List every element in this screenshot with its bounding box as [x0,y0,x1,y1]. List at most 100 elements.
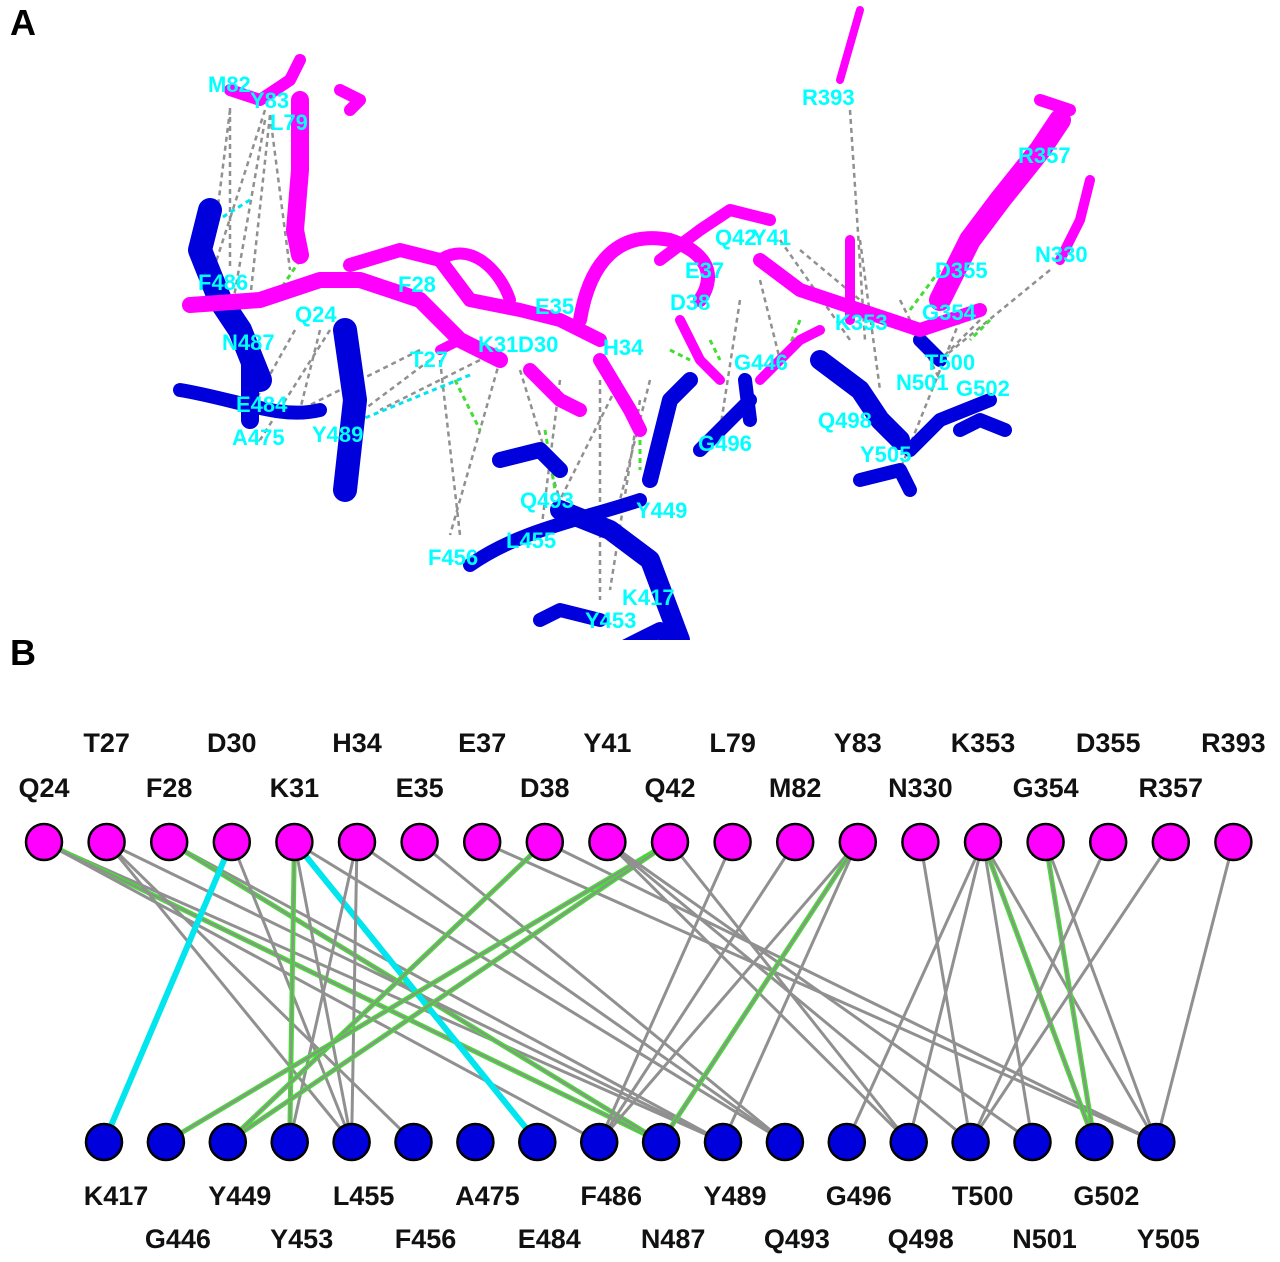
edge-e35-q493 [418,840,786,1144]
node-label-y449: Y449 [208,1181,271,1211]
edge-y83-y489 [721,841,860,1143]
node-label-l79: L79 [709,728,756,758]
structure-label-y449: Y449 [636,498,687,523]
node-label-n501: N501 [1012,1224,1077,1254]
edge-d30-k417-salt [101,840,235,1144]
node-f486 [579,1122,619,1162]
node-label-g502: G502 [1073,1181,1139,1211]
node-n501 [1013,1122,1052,1162]
spike-structure [173,198,1012,640]
node-k31 [275,822,314,862]
spike-node-labels: K417 Y449 L455 A475 F486 Y489 G496 T500 G502 G446… [84,1181,1200,1254]
structure-label-g502: G502 [956,376,1010,401]
node-f456 [394,1122,433,1162]
structure-label-d38: D38 [670,290,710,315]
edge-r357-t500 [969,841,1173,1143]
node-g496 [827,1122,867,1162]
node-label-k417: K417 [84,1181,149,1211]
structure-label-q493: Q493 [520,488,574,513]
node-label-k31: K31 [270,773,320,803]
node-e484 [518,1122,557,1162]
node-label-k353: K353 [951,728,1016,758]
structure-label-d30: D30 [518,332,558,357]
node-q24 [24,822,64,862]
node-label-q24: Q24 [18,773,69,803]
edge-y83-f486 [598,841,859,1143]
node-label-d38: D38 [520,773,570,803]
structure-label-q498: Q498 [818,408,872,433]
structure-label-k31: K31 [478,332,518,357]
node-q493 [765,1122,805,1162]
ace2-structure [182,6,1095,437]
node-label-q493: Q493 [764,1224,830,1254]
structure-label-f456: F456 [428,545,478,570]
node-k353 [963,822,1003,862]
node-e35 [400,822,439,862]
structure-label-e35: E35 [535,294,574,319]
node-label-y489: Y489 [703,1181,766,1211]
structure-label-h34: H34 [603,335,644,360]
node-label-t27: T27 [83,728,130,758]
structure-label-g496: G496 [698,431,752,456]
node-label-t500: T500 [952,1181,1014,1211]
interaction-network: T27 D30 H34 E37 Y41 L79 Y83 K353 D355 R393 Q24 F28 K… [18,728,1265,1254]
node-f28 [149,822,189,862]
node-m82 [775,822,815,862]
structure-label-a475: A475 [232,425,285,450]
edge-h34-q493 [356,840,786,1144]
structure-label-q42: Q42 [715,225,757,250]
edge-k31-y453-core [288,841,296,1143]
node-n330 [901,822,940,862]
node-label-y41: Y41 [583,728,631,758]
structure-label-t27: T27 [410,347,448,372]
structure-label-r393: R393 [802,85,855,110]
node-e37 [462,822,502,862]
node-y505 [1137,1122,1176,1162]
edge-q42-y449-core [227,841,671,1143]
edge-d355-t500 [969,841,1110,1143]
node-r357 [1151,822,1191,862]
node-k417 [84,1122,124,1162]
structure-label-l455: L455 [506,528,556,553]
edge-d38-y505 [544,840,1157,1144]
node-label-h34: H34 [332,728,382,758]
node-label-g354: G354 [1013,773,1079,803]
node-label-e484: E484 [518,1224,581,1254]
ace2-node-labels: T27 D30 H34 E37 Y41 L79 Y83 K353 D355 R393 Q24 F28 K… [18,728,1265,803]
structure-label-n501: N501 [896,370,949,395]
node-label-f28: F28 [146,773,193,803]
node-y449 [208,1122,248,1162]
node-l79 [713,822,752,862]
node-label-y83: Y83 [834,728,882,758]
edge-q42-g446-core [165,841,671,1143]
node-d30 [212,822,252,862]
node-label-f456: F456 [395,1224,457,1254]
structure-label-q24: Q24 [295,302,337,327]
spike-3d-labels: T500 G446 N501 G502 E484 Q498 A475 Y489 G496 Y505… [232,350,1010,633]
panel-b-letter: B [10,632,36,673]
node-t27 [87,822,126,862]
edge-y83-n487-core [660,841,859,1143]
node-r393 [1214,822,1253,862]
node-g446 [146,1122,186,1162]
panel-a-letter: A [10,2,36,43]
structure-label-f28: F28 [398,272,436,297]
structure-label-y453: Y453 [585,608,636,633]
edge-k353-g496 [845,841,985,1143]
spike-nodes [84,1122,1176,1162]
node-label-e35: E35 [396,773,444,803]
node-label-y453: Y453 [270,1224,333,1254]
node-label-n487: N487 [641,1224,706,1254]
node-label-y505: Y505 [1137,1224,1200,1254]
node-label-m82: M82 [769,773,822,803]
node-label-l455: L455 [333,1181,395,1211]
node-l455 [332,1122,371,1162]
node-a475 [456,1122,495,1162]
node-g354 [1026,822,1065,862]
node-d355 [1088,822,1128,862]
structure-label-k353: K353 [835,310,888,335]
structure-label-g354: G354 [922,300,977,325]
edge-t27-f456 [105,840,415,1144]
structure-label-r357: R357 [1018,143,1071,168]
